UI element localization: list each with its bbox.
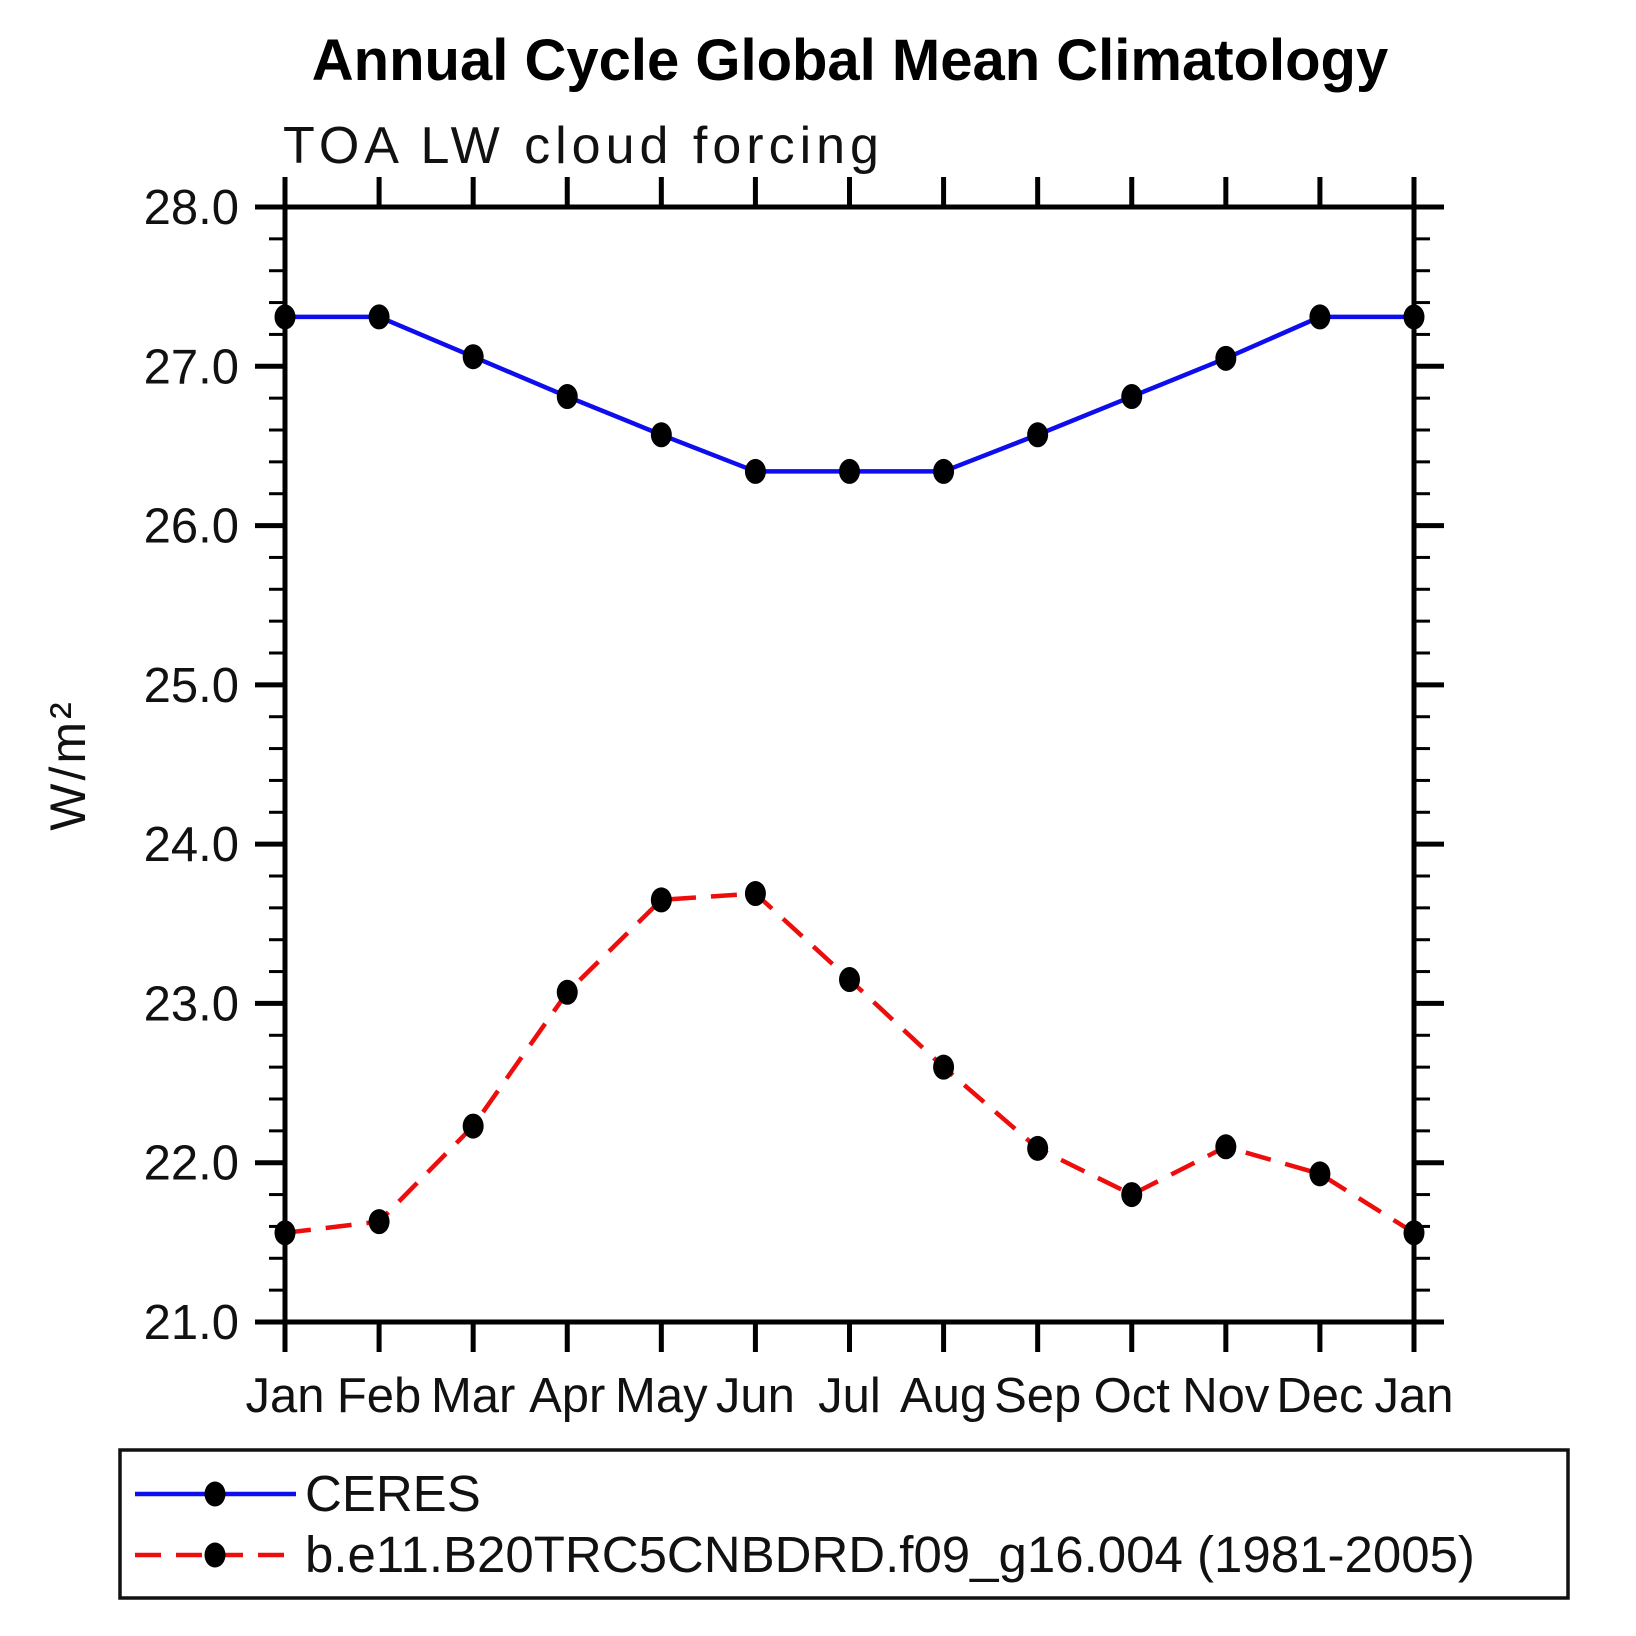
legend-marker (204, 1481, 226, 1507)
x-tick-label: Jan (1374, 1369, 1453, 1423)
plot-frame (282, 204, 1417, 1325)
data-point (274, 304, 296, 330)
y-tick-label: 24.0 (144, 818, 239, 872)
x-tick-label: Jun (716, 1369, 795, 1423)
x-tick-label: Mar (431, 1369, 515, 1423)
data-point (1215, 1134, 1237, 1160)
data-point (1309, 1161, 1331, 1187)
data-point (556, 384, 578, 410)
x-tick-label: Feb (337, 1369, 421, 1423)
data-point (650, 422, 672, 448)
data-point (744, 458, 766, 484)
x-tick-label: Jan (245, 1369, 324, 1423)
data-point (650, 887, 672, 913)
x-tick-label: May (615, 1369, 708, 1423)
y-tick-label: 25.0 (144, 659, 239, 713)
x-tick-label: Oct (1094, 1369, 1171, 1423)
series-line-0 (285, 314, 1414, 474)
data-point (462, 1113, 484, 1139)
y-axis-label: W/m² (40, 699, 96, 830)
y-tick-label: 27.0 (144, 340, 239, 394)
data-point (368, 304, 390, 330)
x-tick-label: Nov (1182, 1369, 1270, 1423)
data-point (1403, 304, 1425, 330)
y-tick-label: 23.0 (144, 977, 239, 1031)
chart-title: Annual Cycle Global Mean Climatology (312, 28, 1388, 93)
data-point (1121, 384, 1143, 410)
data-point (839, 458, 860, 484)
data-point (1027, 1135, 1049, 1161)
data-point (1309, 304, 1331, 330)
y-tick-label: 22.0 (144, 1137, 239, 1191)
data-point (1403, 1220, 1425, 1246)
data-point (1215, 345, 1237, 371)
data-point (368, 1209, 390, 1235)
data-point (933, 1054, 955, 1080)
data-point (839, 967, 860, 993)
legend-marker (204, 1542, 226, 1568)
legend-label-1: b.e11.B20TRC5CNBDRD.f09_g16.004 (1981-20… (305, 1526, 1475, 1583)
data-point (933, 458, 955, 484)
data-point (462, 344, 484, 370)
chart-subtitle: TOA LW cloud forcing (283, 117, 884, 175)
data-point (1121, 1182, 1143, 1208)
x-tick-label: Aug (900, 1369, 987, 1423)
legend-label-0: CERES (305, 1465, 481, 1522)
data-point (274, 1220, 296, 1246)
x-tick-label: Sep (994, 1369, 1081, 1423)
x-tick-label: Jul (818, 1369, 881, 1423)
legend-frame (118, 1448, 1570, 1600)
data-point (744, 881, 766, 907)
y-tick-label: 21.0 (144, 1296, 239, 1350)
data-point (556, 979, 578, 1005)
y-tick-label: 28.0 (144, 181, 239, 235)
data-point (1027, 422, 1049, 448)
x-tick-label: Dec (1276, 1369, 1363, 1423)
y-tick-label: 26.0 (144, 500, 239, 554)
series-line-1 (284, 891, 1416, 1236)
x-tick-label: Apr (529, 1369, 605, 1423)
